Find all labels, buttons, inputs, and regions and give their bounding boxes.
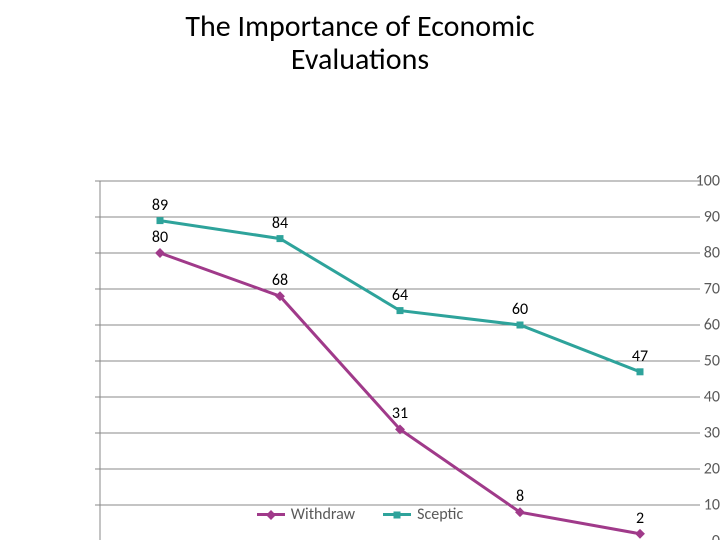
legend-label: Sceptic [417, 505, 463, 524]
data-label: 8 [516, 487, 524, 506]
y-tick-label: 80 [630, 244, 720, 263]
data-label: 68 [272, 271, 288, 290]
chart-title-line: Evaluations [291, 41, 429, 78]
data-label: 89 [152, 196, 168, 215]
y-tick-label: 0 [630, 532, 720, 540]
marker-withdraw [155, 248, 165, 258]
marker-sceptic [517, 322, 524, 329]
chart-title-line: The Importance of Economic [185, 8, 534, 45]
y-tick-label: 70 [630, 280, 720, 299]
marker-sceptic [397, 307, 404, 314]
chart: 0102030405060708090100Much BetterBetterN… [0, 76, 720, 540]
y-tick-label: 20 [630, 460, 720, 479]
data-label: 80 [152, 228, 168, 247]
data-label: 31 [392, 404, 408, 423]
marker-sceptic [277, 235, 284, 242]
marker-sceptic [157, 217, 164, 224]
legend-item-withdraw: Withdraw [257, 505, 355, 524]
y-tick-label: 90 [630, 208, 720, 227]
chart-title: The Importance of EconomicEvaluations [0, 0, 720, 76]
chart-svg [0, 76, 720, 540]
data-label: 64 [392, 286, 408, 305]
legend-line-icon [257, 513, 285, 516]
y-tick-label: 100 [630, 172, 720, 191]
y-tick-label: 60 [630, 316, 720, 335]
y-tick-label: 30 [630, 424, 720, 443]
data-label: 60 [512, 300, 528, 319]
data-label: 47 [632, 347, 648, 366]
legend-label: Withdraw [291, 505, 355, 524]
legend: Withdraw Sceptic [0, 505, 720, 524]
legend-line-icon [383, 513, 411, 516]
y-tick-label: 40 [630, 388, 720, 407]
legend-item-sceptic: Sceptic [383, 505, 463, 524]
data-label: 84 [272, 214, 288, 233]
